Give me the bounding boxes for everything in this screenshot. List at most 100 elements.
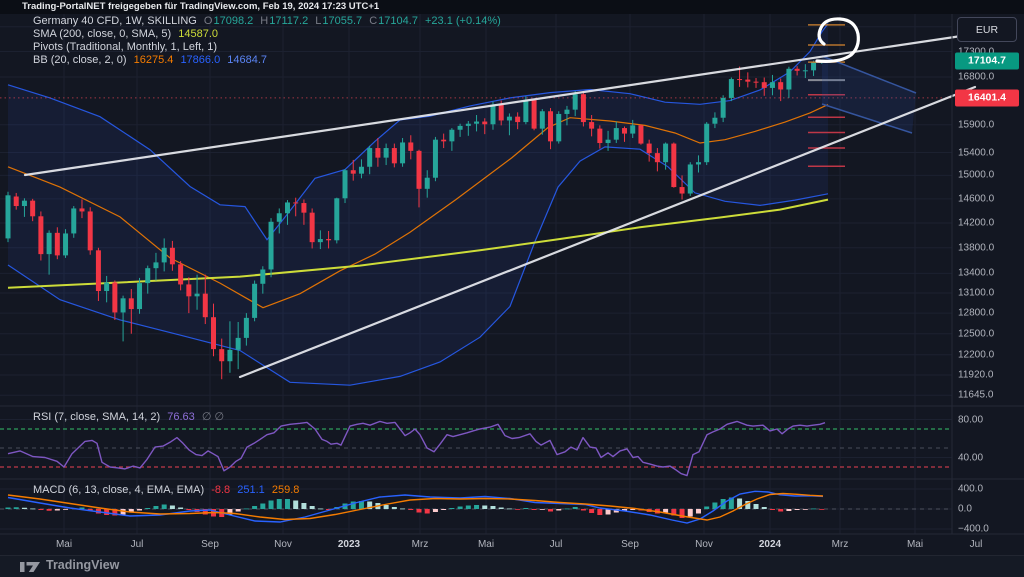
- macd-histogram-bar: [564, 508, 570, 510]
- macd-histogram-bar: [30, 508, 36, 510]
- bb-legend-row[interactable]: BB (20, close, 2, 0) 16275.4 17866.0 146…: [33, 54, 271, 67]
- candle-body: [416, 150, 422, 189]
- macd-legend-row[interactable]: MACD (6, 13, close, 4, EMA, EMA) -8.8 25…: [33, 484, 303, 497]
- trendline: [23, 26, 1017, 177]
- candle-body: [490, 104, 496, 125]
- candle-body: [753, 81, 759, 83]
- rsi-label: RSI (7, close, SMA, 14, 2): [33, 411, 161, 423]
- macd-histogram-bar: [761, 507, 767, 509]
- sma-label: SMA (200, close, 0, SMA, 5): [33, 28, 172, 40]
- price-tick-label: 15000.0: [958, 169, 995, 181]
- macd-histogram-bar: [737, 498, 743, 509]
- candle-body: [219, 349, 225, 362]
- macd-histogram-bar: [663, 509, 669, 513]
- bb-label: BB (20, close, 2, 0): [33, 54, 127, 66]
- macd-histogram-bar: [383, 505, 389, 509]
- macd-histogram-bar: [46, 509, 52, 511]
- tradingview-brand-label: TradingView: [46, 558, 120, 572]
- candle-body: [367, 148, 373, 167]
- macd-label: MACD (6, 13, close, 4, EMA, EMA): [33, 484, 205, 496]
- macd-histogram-bar: [819, 509, 825, 510]
- price-tick-label: 15900.0: [958, 119, 995, 131]
- candle-body: [63, 233, 69, 256]
- candle-body: [301, 203, 307, 213]
- trendline: [238, 85, 977, 379]
- bb-basis-value: 16275.4: [133, 54, 174, 66]
- price-tick-label: 14600.0: [958, 193, 995, 205]
- macd-histogram-bar: [367, 501, 373, 509]
- pivots-legend-row[interactable]: Pivots (Traditional, Monthly, 1, Left, 1…: [33, 41, 221, 54]
- low-value: 17055.7: [322, 15, 363, 27]
- bollinger-basis-line: [7, 104, 829, 309]
- macd-histogram-bar: [112, 509, 118, 516]
- channel-lower-line: [821, 103, 913, 134]
- candle-body: [424, 177, 430, 189]
- price-tick-label: 13800.0: [958, 242, 995, 254]
- time-tick-label: Sep: [201, 539, 219, 550]
- pivots-label: Pivots (Traditional, Monthly, 1, Left, 1…: [33, 41, 218, 53]
- macd-signal-value: 259.8: [271, 484, 300, 496]
- candle-body: [449, 129, 455, 142]
- time-tick-label: Sep: [621, 539, 639, 550]
- macd-histogram-bar: [589, 509, 595, 513]
- macd-histogram-bar: [679, 509, 685, 518]
- currency-button[interactable]: EUR: [957, 17, 1017, 42]
- share-header: Trading-PortalNET freigegeben für Tradin…: [0, 0, 1024, 14]
- price-tick-label: 16800.0: [958, 71, 995, 83]
- candle-body: [293, 202, 299, 204]
- candle-body: [531, 100, 537, 129]
- macd-histogram-bar: [137, 509, 143, 511]
- candle-body: [30, 200, 36, 217]
- time-tick-label: Nov: [274, 539, 292, 550]
- macd-histogram-bar: [753, 504, 759, 509]
- hook-drawing: [815, 17, 860, 63]
- sma-value: 14587.0: [178, 28, 218, 40]
- bollinger-upper-line: [7, 23, 829, 241]
- candle-body: [778, 82, 784, 90]
- rsi-legend-row[interactable]: RSI (7, close, SMA, 14, 2) 76.63 ∅ ∅: [33, 411, 228, 424]
- candle-body: [654, 153, 660, 163]
- macd-histogram-bar: [326, 509, 332, 510]
- candle-body: [556, 113, 562, 142]
- candle-body: [589, 122, 595, 129]
- macd-histogram-bar: [243, 508, 249, 510]
- macd-histogram-bar: [778, 509, 784, 512]
- macd-histogram-bar: [580, 509, 586, 511]
- candle-body: [605, 139, 611, 144]
- macd-histogram-bar: [268, 500, 274, 509]
- macd-histogram-bar: [548, 509, 554, 512]
- price-tick-label: 11645.0: [958, 389, 994, 401]
- sma-legend-row[interactable]: SMA (200, close, 0, SMA, 5) 14587.0: [33, 28, 222, 41]
- macd-histogram-bar: [161, 504, 167, 509]
- tradingview-brand[interactable]: TradingView: [20, 558, 119, 572]
- candle-body: [161, 247, 167, 263]
- macd-histogram-bar: [202, 509, 208, 515]
- macd-histogram-bar: [482, 505, 488, 509]
- candle-body: [95, 250, 101, 292]
- macd-histogram-bar: [572, 507, 578, 509]
- time-tick-label: Jul: [130, 539, 144, 550]
- high-value: 17117.2: [269, 15, 309, 27]
- candle-body: [580, 94, 586, 123]
- candle-body: [597, 128, 603, 144]
- macd-histogram-bar: [128, 509, 134, 513]
- macd-histogram-bar: [252, 506, 258, 509]
- macd-tick-label: 0.0: [958, 503, 972, 515]
- candle-body: [186, 284, 192, 297]
- macd-hist-value: -8.8: [211, 484, 231, 496]
- price-tick-label: 11920.0: [958, 369, 994, 381]
- candle-body: [13, 196, 19, 207]
- candle-body: [252, 283, 258, 318]
- macd-pane: [0, 490, 952, 524]
- candle-body: [622, 128, 627, 134]
- macd-histogram-bar: [712, 502, 718, 509]
- macd-histogram-bar: [145, 508, 151, 509]
- macd-histogram-bar: [5, 507, 11, 509]
- macd-histogram-bar: [284, 499, 290, 509]
- candle-body: [104, 282, 110, 292]
- symbol-legend-row[interactable]: Germany 40 CFD, 1W, SKILLING O17098.2 H1…: [33, 15, 505, 28]
- candle-body: [408, 142, 414, 151]
- price-tick-label: 15400.0: [958, 147, 995, 159]
